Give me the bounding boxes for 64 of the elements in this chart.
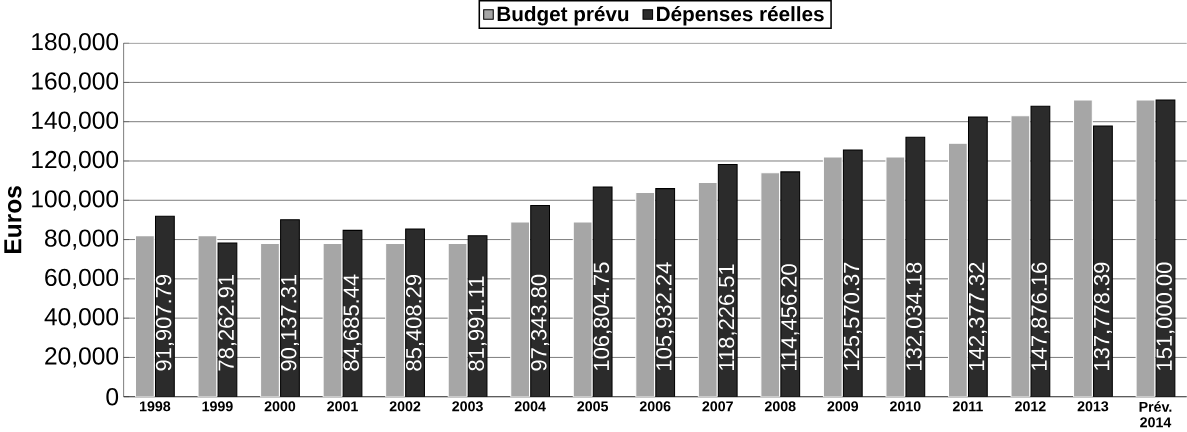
y-tick-label: 0 [106, 388, 119, 406]
bar [447, 243, 468, 397]
bar [885, 156, 906, 397]
bar [385, 243, 405, 397]
y-tick-label: 80,000 [45, 229, 119, 250]
data-label: 78,262.91 [218, 275, 237, 371]
bar [635, 192, 656, 397]
x-tick-label: 2002 [389, 401, 421, 412]
x-tick-label: 2001 [327, 401, 358, 412]
data-label: 81,991.11 [468, 276, 487, 371]
x-tick-label: 2008 [764, 401, 796, 412]
data-label: 137,778.39 [1093, 262, 1113, 371]
data-label: 91,907.79 [155, 275, 174, 371]
bar [510, 221, 531, 397]
bar [572, 221, 593, 397]
x-tick-label: 2013 [1077, 401, 1109, 412]
legend-label: Budget prévu [497, 6, 629, 26]
bar [134, 235, 155, 397]
bar [760, 172, 781, 397]
y-tick-label: 100,000 [32, 190, 119, 211]
y-tick-label: 40,000 [44, 308, 119, 329]
data-label: 142,377.32 [968, 262, 987, 371]
y-tick-label: 160,000 [32, 72, 119, 93]
x-tick-label: 2009 [827, 401, 859, 412]
y-axis-title: Euros [4, 186, 22, 254]
bar [1010, 115, 1031, 397]
bar [322, 243, 343, 397]
x-tick-label: 2004 [514, 401, 546, 412]
data-label: 147,876.16 [1031, 262, 1050, 371]
bar [260, 243, 280, 397]
bar [822, 156, 843, 397]
bar [1135, 99, 1156, 397]
x-tick-label: 2005 [577, 401, 609, 412]
x-tick-label: 2006 [639, 401, 671, 412]
data-label: 90,137.31 [280, 275, 300, 371]
y-tick-label: 20,000 [45, 347, 119, 368]
legend-label: Dépenses réelles [657, 6, 824, 26]
x-tick-label: 2011 [952, 401, 983, 412]
x-tick-label: 2003 [452, 401, 483, 412]
data-label: 125,570.37 [843, 262, 862, 371]
y-tick-label: 180,000 [32, 33, 119, 54]
bar [697, 182, 718, 397]
y-tick-label: 60,000 [45, 268, 119, 290]
x-tick-label: 1998 [139, 401, 171, 412]
x-tick-label: 2000 [264, 401, 296, 412]
x-tick-label: 2012 [1015, 401, 1046, 412]
data-label: 85,408.29 [405, 275, 425, 371]
x-tick-label: Prév. 2014 [1139, 401, 1172, 428]
data-label: 118,226.51 [718, 264, 737, 371]
y-tick-label: 140,000 [32, 111, 119, 133]
data-label: 105,932.24 [656, 262, 675, 371]
x-tick-label: 2007 [702, 401, 733, 412]
bar [197, 235, 218, 397]
data-label: 97,343.80 [531, 274, 550, 371]
data-label: 106,804.75 [593, 262, 612, 371]
bar [947, 142, 968, 397]
y-tick-label: 120,000 [32, 151, 119, 172]
x-tick-label: 2010 [890, 401, 921, 412]
data-label: 84,685.44 [343, 274, 362, 371]
data-label: 151,000.00 [1156, 262, 1175, 371]
data-label: 114,456.20 [781, 264, 800, 371]
bar [1073, 99, 1093, 397]
data-label: 132,034.18 [906, 262, 925, 371]
x-tick-label: 1999 [202, 401, 233, 412]
